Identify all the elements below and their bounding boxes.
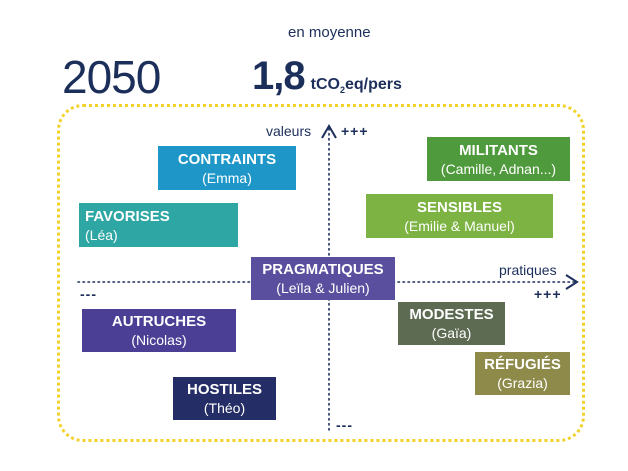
profile-people: (Leïla & Julien) — [276, 280, 370, 296]
vertical-minus: --- — [336, 417, 353, 433]
profile-name: MILITANTS — [459, 141, 538, 159]
profile-people: (Théo) — [203, 400, 246, 416]
vertical-plus: +++ — [341, 123, 369, 139]
horizontal-plus: +++ — [534, 286, 562, 302]
dotted-frame — [57, 104, 585, 442]
vertical-axis-arrow — [321, 124, 337, 139]
profile-people: (Emma) — [202, 169, 252, 186]
profile-name: PRAGMATIQUES — [262, 261, 384, 278]
year-title: 2050 — [62, 51, 161, 103]
profile-name: HOSTILES — [186, 381, 262, 398]
average-label: en moyenne — [288, 24, 371, 41]
profile-people: (Camille, Adnan...) — [440, 160, 557, 177]
profile-people: (Grazia) — [497, 375, 548, 391]
horizontal-minus: --- — [80, 286, 97, 302]
profile-name: CONTRAINTS — [177, 150, 277, 168]
profile-card-pragmatiques: PRAGMATIQUES (Leïla & Julien) — [251, 257, 395, 300]
profile-card-favorises: FAVORISES (Léa) — [79, 203, 238, 247]
profile-card-sensibles: SENSIBLES (Emilie & Manuel) — [366, 194, 553, 238]
profile-card-refugies: RÉFUGIÉS (Grazia) — [475, 352, 570, 395]
profile-card-autruches: AUTRUCHES (Nicolas) — [82, 309, 236, 352]
profile-name: MODESTES — [409, 306, 494, 323]
profile-people: (Emilie & Manuel) — [404, 217, 515, 234]
profile-name: AUTRUCHES — [111, 313, 207, 330]
emission-value: 1,8 — [252, 54, 306, 98]
profile-card-militants: MILITANTS (Camille, Adnan...) — [427, 137, 570, 181]
profile-name: SENSIBLES — [416, 198, 503, 216]
unit-suffix: eq/pers — [344, 76, 402, 93]
profile-card-hostiles: HOSTILES (Théo) — [173, 377, 276, 420]
profile-name: RÉFUGIÉS — [484, 356, 561, 373]
profile-people: (Léa) — [85, 226, 118, 243]
emission-value-line: 1,8 tCO2eq/pers — [252, 54, 402, 99]
profile-name: FAVORISES — [85, 207, 170, 225]
horizontal-axis-label: pratiques — [499, 262, 557, 278]
unit-subscript: 2 — [339, 85, 345, 96]
emission-unit: tCO2eq/pers — [310, 76, 402, 96]
profile-card-modestes: MODESTES (Gaïa) — [398, 302, 505, 345]
horizontal-axis-arrow — [565, 274, 579, 290]
profile-card-contraints: CONTRAINTS (Emma) — [158, 146, 296, 190]
vertical-axis-label: valeurs — [266, 123, 312, 139]
profile-people: (Gaïa) — [431, 325, 472, 341]
profile-people: (Nicolas) — [131, 332, 187, 348]
unit-prefix: tCO — [310, 76, 340, 93]
